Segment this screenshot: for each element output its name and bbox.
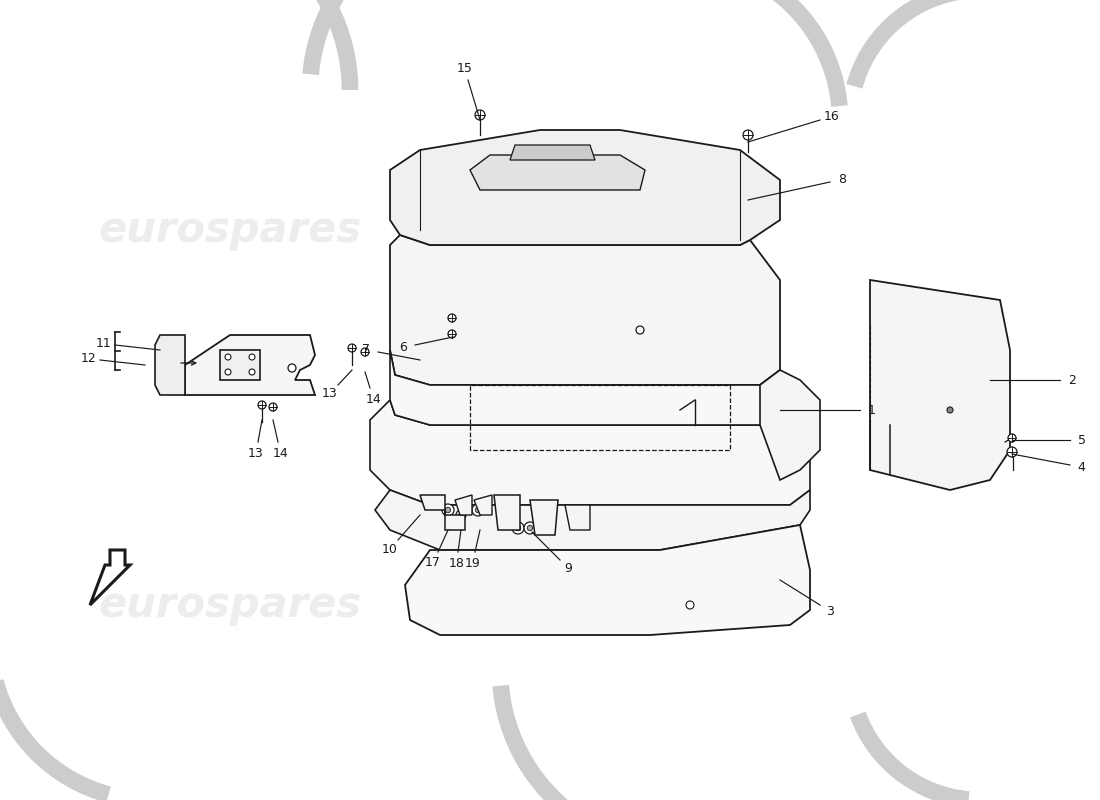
Text: 10: 10 [382,542,398,555]
Text: 14: 14 [273,447,288,460]
Text: 6: 6 [399,341,407,354]
Polygon shape [375,490,810,550]
Circle shape [1008,434,1016,442]
Text: 19: 19 [464,558,481,570]
Text: 15: 15 [456,62,473,75]
Text: 3: 3 [826,605,834,618]
Text: 13: 13 [248,447,264,460]
Text: 2: 2 [1068,374,1076,386]
Circle shape [512,522,524,534]
Polygon shape [370,400,810,505]
Polygon shape [494,495,520,530]
Text: 1: 1 [868,403,876,417]
Polygon shape [760,370,820,480]
Circle shape [270,403,277,411]
Circle shape [446,507,451,513]
Text: 13: 13 [322,387,338,400]
Circle shape [249,354,255,360]
Polygon shape [220,350,260,380]
Circle shape [249,369,255,375]
Text: 4: 4 [1078,461,1086,474]
Circle shape [448,314,456,322]
Circle shape [475,507,481,513]
Text: eurospares: eurospares [98,209,362,251]
Polygon shape [420,495,465,530]
Polygon shape [405,525,810,635]
Circle shape [686,601,694,609]
Text: 14: 14 [365,393,382,406]
Polygon shape [510,145,595,160]
Polygon shape [390,235,780,385]
Text: 7: 7 [362,343,371,356]
Polygon shape [455,495,472,515]
Circle shape [442,504,454,516]
Text: eurospares: eurospares [498,209,761,251]
Circle shape [258,401,266,409]
Text: 18: 18 [449,558,464,570]
Polygon shape [155,335,185,395]
Circle shape [459,513,463,518]
Polygon shape [90,550,130,605]
Text: 16: 16 [824,110,839,123]
Circle shape [947,407,953,413]
Text: 11: 11 [96,337,111,350]
Polygon shape [565,505,590,530]
Polygon shape [390,350,780,425]
Polygon shape [185,335,315,395]
Circle shape [288,364,296,372]
Text: 5: 5 [1078,434,1086,446]
Text: eurospares: eurospares [98,584,362,626]
Circle shape [226,354,231,360]
Circle shape [226,369,231,375]
Text: 8: 8 [838,173,846,186]
Circle shape [527,526,532,530]
Text: eurospares: eurospares [518,594,782,636]
Circle shape [472,504,484,516]
Circle shape [1006,447,1018,457]
Circle shape [456,510,466,520]
Polygon shape [870,280,1010,490]
Text: 9: 9 [564,562,572,575]
Circle shape [475,110,485,120]
Circle shape [348,344,356,352]
Circle shape [448,330,456,338]
Circle shape [515,526,520,530]
Text: 12: 12 [80,352,96,365]
Text: 17: 17 [425,557,441,570]
Polygon shape [470,155,645,190]
Circle shape [524,522,536,534]
Polygon shape [474,495,492,515]
Polygon shape [390,130,780,245]
Circle shape [361,348,368,356]
Circle shape [742,130,754,140]
Circle shape [636,326,644,334]
Polygon shape [530,500,558,535]
